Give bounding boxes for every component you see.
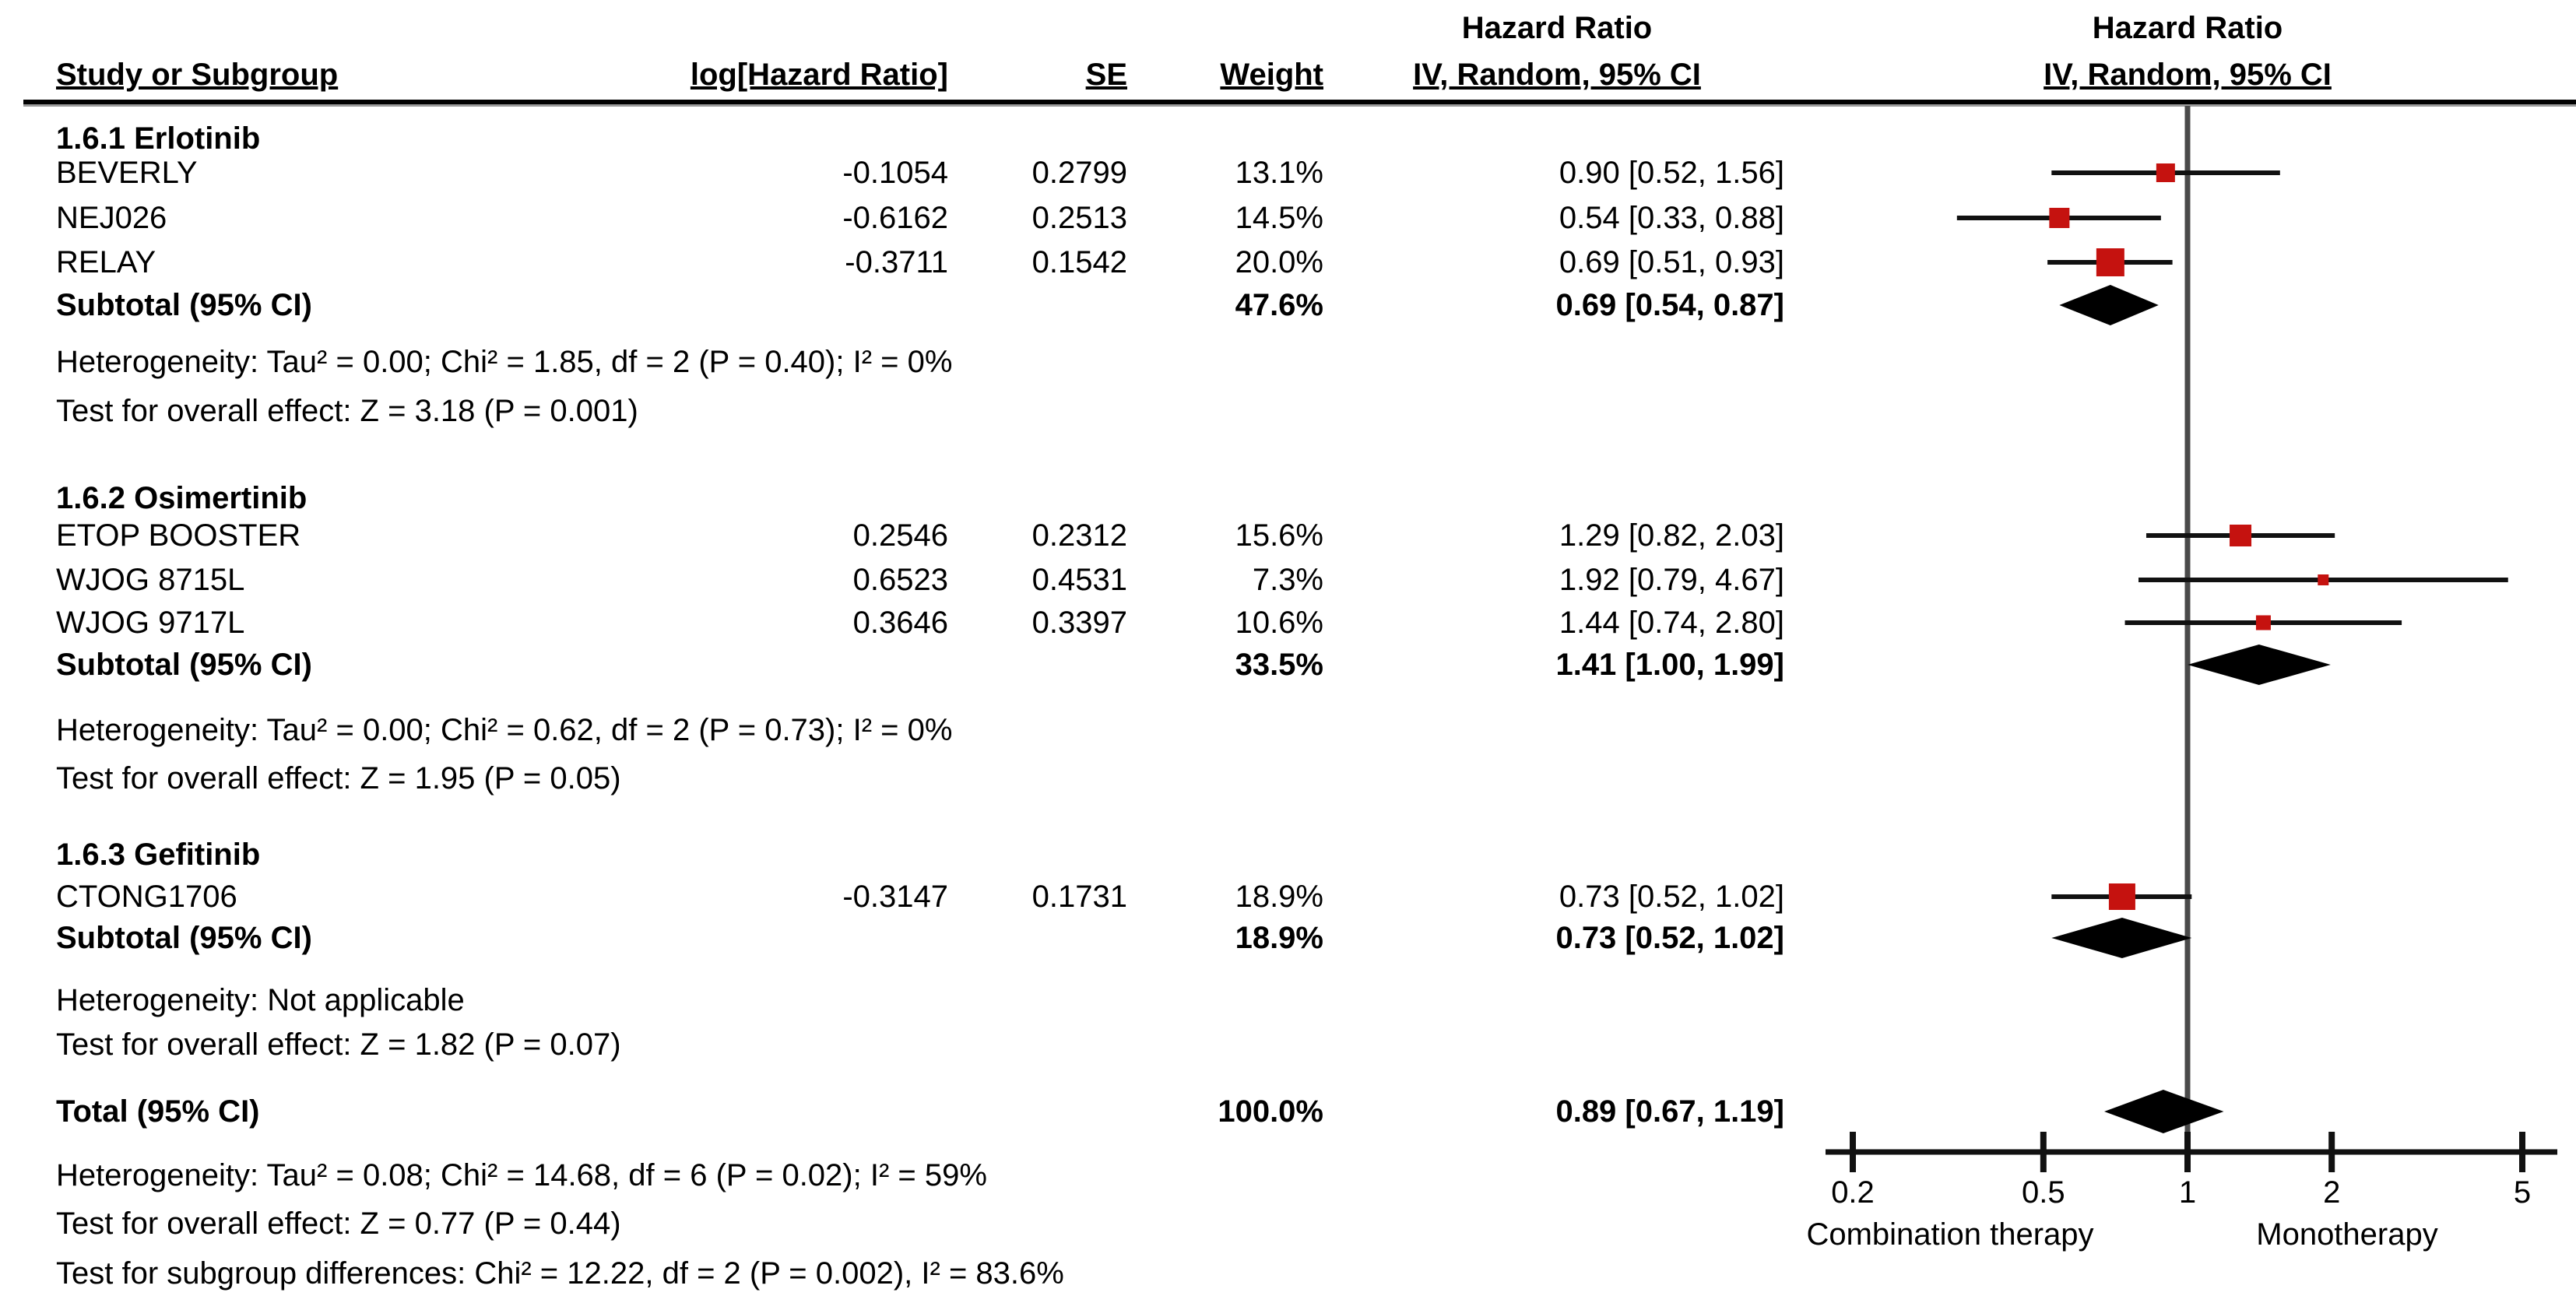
effect-square-RELAY (2096, 248, 2124, 276)
log-hazard-ratio-value: 0.2546 (852, 518, 948, 553)
effect-square-CTONG1706 (2108, 883, 2135, 910)
weight-value: 10.6% (1235, 606, 1323, 640)
footer-line-1: Heterogeneity: Tau² = 0.08; Chi² = 14.68… (56, 1158, 987, 1192)
overall-effect-text: Test for overall effect: Z = 1.95 (P = 0… (56, 761, 621, 795)
axis-caption-right: Monotherapy (2256, 1217, 2438, 1252)
overall-effect-text: Test for overall effect: Z = 3.18 (P = 0… (56, 394, 638, 428)
overall-effect-text: Test for overall effect: Z = 1.82 (P = 0… (56, 1027, 621, 1062)
effect-square-WJOG 9717L (2255, 615, 2271, 630)
axis-tick-label-0.2: 0.2 (1831, 1175, 1875, 1210)
ci-value: 0.69 [0.51, 0.93] (1559, 245, 1784, 279)
effect-square-BEVERLY (2156, 163, 2175, 182)
subtotal-weight: 47.6% (1235, 288, 1323, 322)
study-name: WJOG 8715L (56, 563, 245, 597)
subtotal-label: Subtotal (95% CI) (56, 921, 312, 955)
header-divider-rule (23, 100, 2576, 107)
axis-tick-label-5: 5 (2513, 1175, 2532, 1210)
group-title: 1.6.1 Erlotinib (56, 121, 261, 156)
study-name: ETOP BOOSTER (56, 518, 301, 553)
axis-tick-label-2: 2 (2323, 1175, 2341, 1210)
heterogeneity-text: Heterogeneity: Tau² = 0.00; Chi² = 1.85,… (56, 345, 953, 379)
ci-value: 1.29 [0.82, 2.03] (1559, 518, 1784, 553)
weight-value: 7.3% (1252, 563, 1323, 597)
se-value: 0.2513 (1031, 201, 1127, 235)
ci-value: 0.73 [0.52, 1.02] (1559, 880, 1784, 914)
column-header-log-hazard-ratio: log[Hazard Ratio] (690, 58, 948, 92)
effect-square-WJOG 8715L (2318, 574, 2329, 585)
se-value: 0.2312 (1031, 518, 1127, 553)
column-header-iv-random-text: IV, Random, 95% CI (1413, 58, 1701, 92)
log-hazard-ratio-value: 0.3646 (852, 606, 948, 640)
log-hazard-ratio-value: -0.3147 (842, 880, 948, 914)
axis-caption-left: Combination therapy (1806, 1217, 2094, 1252)
column-header-weight: Weight (1220, 58, 1323, 92)
subtotal-diamond-1.6.3 Gefitinib (2051, 918, 2192, 958)
footer-line-3: Test for subgroup differences: Chi² = 12… (56, 1256, 1064, 1291)
se-value: 0.1542 (1031, 245, 1127, 279)
subtotal-label: Subtotal (95% CI) (56, 648, 312, 682)
study-name: BEVERLY (56, 156, 198, 190)
subtotal-ci-value: 1.41 [1.00, 1.99] (1555, 648, 1784, 682)
study-name: RELAY (56, 245, 156, 279)
plot-header-hazard-ratio: Hazard Ratio (2092, 11, 2283, 45)
se-value: 0.1731 (1031, 880, 1127, 914)
column-header-se: SE (1085, 58, 1127, 92)
column-header-study: Study or Subgroup (56, 58, 339, 92)
se-value: 0.4531 (1031, 563, 1127, 597)
axis-tick-label-0.5: 0.5 (2021, 1175, 2065, 1210)
subtotal-ci-value: 0.69 [0.54, 0.87] (1555, 288, 1784, 322)
total-ci-value: 0.89 [0.67, 1.19] (1555, 1094, 1784, 1129)
ci-value: 1.44 [0.74, 2.80] (1559, 606, 1784, 640)
subtotal-diamond-1.6.2 Osimertinib (2188, 644, 2331, 685)
subtotal-diamond-1.6.1 Erlotinib (2059, 285, 2159, 325)
heterogeneity-text: Heterogeneity: Not applicable (56, 983, 465, 1017)
log-hazard-ratio-value: -0.3711 (845, 245, 948, 279)
ci-value: 0.54 [0.33, 0.88] (1559, 201, 1784, 235)
total-diamond (2104, 1090, 2224, 1133)
axis-tick-label-1: 1 (2178, 1175, 2197, 1210)
total-label: Total (95% CI) (56, 1094, 260, 1129)
subtotal-label: Subtotal (95% CI) (56, 288, 312, 322)
study-name: WJOG 9717L (56, 606, 245, 640)
footer-line-2: Test for overall effect: Z = 0.77 (P = 0… (56, 1206, 621, 1241)
ci-value: 1.92 [0.79, 4.67] (1559, 563, 1784, 597)
se-value: 0.3397 (1031, 606, 1127, 640)
weight-value: 18.9% (1235, 880, 1323, 914)
ci-value: 0.90 [0.52, 1.56] (1559, 156, 1784, 190)
log-hazard-ratio-value: -0.1054 (842, 156, 948, 190)
study-name: CTONG1706 (56, 880, 237, 914)
column-header-hazard-ratio-text: Hazard Ratio (1461, 11, 1653, 45)
total-weight: 100.0% (1218, 1094, 1323, 1129)
subtotal-ci-value: 0.73 [0.52, 1.02] (1555, 921, 1784, 955)
group-title: 1.6.3 Gefitinib (56, 838, 261, 872)
weight-value: 20.0% (1235, 245, 1323, 279)
study-name: NEJ026 (56, 201, 167, 235)
group-title: 1.6.2 Osimertinib (56, 481, 308, 515)
se-value: 0.2799 (1031, 156, 1127, 190)
weight-value: 15.6% (1235, 518, 1323, 553)
log-hazard-ratio-value: -0.6162 (842, 201, 948, 235)
subtotal-weight: 18.9% (1235, 921, 1323, 955)
log-hazard-ratio-value: 0.6523 (852, 563, 948, 597)
effect-square-NEJ026 (2049, 208, 2070, 228)
weight-value: 13.1% (1235, 156, 1323, 190)
heterogeneity-text: Heterogeneity: Tau² = 0.00; Chi² = 0.62,… (56, 713, 953, 747)
effect-square-ETOP BOOSTER (2230, 525, 2252, 546)
subtotal-weight: 33.5% (1235, 648, 1323, 682)
plot-header-iv-random: IV, Random, 95% CI (2044, 58, 2332, 92)
weight-value: 14.5% (1235, 201, 1323, 235)
